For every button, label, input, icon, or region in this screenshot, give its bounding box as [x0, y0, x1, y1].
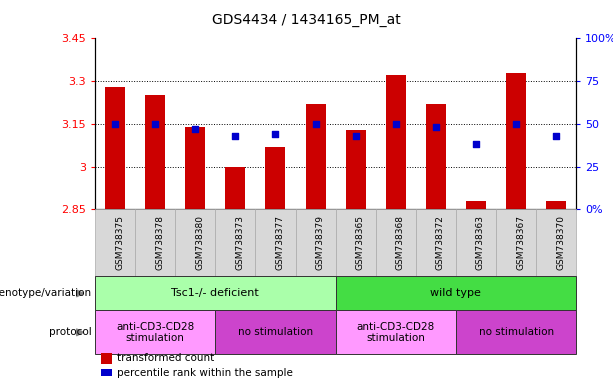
Text: GSM738377: GSM738377 — [275, 215, 284, 270]
Text: GDS4434 / 1434165_PM_at: GDS4434 / 1434165_PM_at — [212, 13, 401, 27]
Point — [551, 133, 561, 139]
Bar — [265, 147, 286, 209]
Point — [230, 133, 240, 139]
Text: GSM738372: GSM738372 — [436, 215, 445, 270]
Bar — [305, 104, 326, 209]
Point — [311, 121, 321, 127]
Text: GSM738378: GSM738378 — [155, 215, 164, 270]
Text: transformed count: transformed count — [117, 353, 215, 363]
Bar — [105, 87, 125, 209]
Point — [431, 124, 441, 130]
Text: GSM738380: GSM738380 — [196, 215, 204, 270]
Bar — [145, 95, 165, 209]
Text: Tsc1-/- deficient: Tsc1-/- deficient — [172, 288, 259, 298]
Text: genotype/variation: genotype/variation — [0, 288, 92, 298]
Bar — [185, 127, 205, 209]
Point — [351, 133, 360, 139]
Point — [110, 121, 120, 127]
Text: no stimulation: no stimulation — [479, 327, 554, 338]
Point — [471, 141, 481, 147]
Text: GSM738370: GSM738370 — [556, 215, 565, 270]
Point — [511, 121, 521, 127]
Text: GSM738375: GSM738375 — [115, 215, 124, 270]
Text: GSM738365: GSM738365 — [356, 215, 365, 270]
Text: percentile rank within the sample: percentile rank within the sample — [117, 368, 293, 378]
Point — [270, 131, 280, 137]
Text: GSM738373: GSM738373 — [235, 215, 245, 270]
Bar — [226, 167, 245, 209]
Text: anti-CD3-CD28
stimulation: anti-CD3-CD28 stimulation — [116, 321, 194, 343]
Bar — [466, 201, 486, 209]
Text: GSM738363: GSM738363 — [476, 215, 485, 270]
Bar — [346, 129, 366, 209]
Text: protocol: protocol — [49, 327, 92, 338]
Bar — [506, 73, 526, 209]
Text: anti-CD3-CD28
stimulation: anti-CD3-CD28 stimulation — [357, 321, 435, 343]
Bar — [546, 201, 566, 209]
Text: GSM738368: GSM738368 — [396, 215, 405, 270]
Text: GSM738367: GSM738367 — [516, 215, 525, 270]
Text: GSM738379: GSM738379 — [316, 215, 324, 270]
Point — [391, 121, 401, 127]
Point — [191, 126, 200, 132]
Bar — [386, 75, 406, 209]
Point — [150, 121, 160, 127]
Text: wild type: wild type — [430, 288, 481, 298]
Text: no stimulation: no stimulation — [238, 327, 313, 338]
Bar — [426, 104, 446, 209]
